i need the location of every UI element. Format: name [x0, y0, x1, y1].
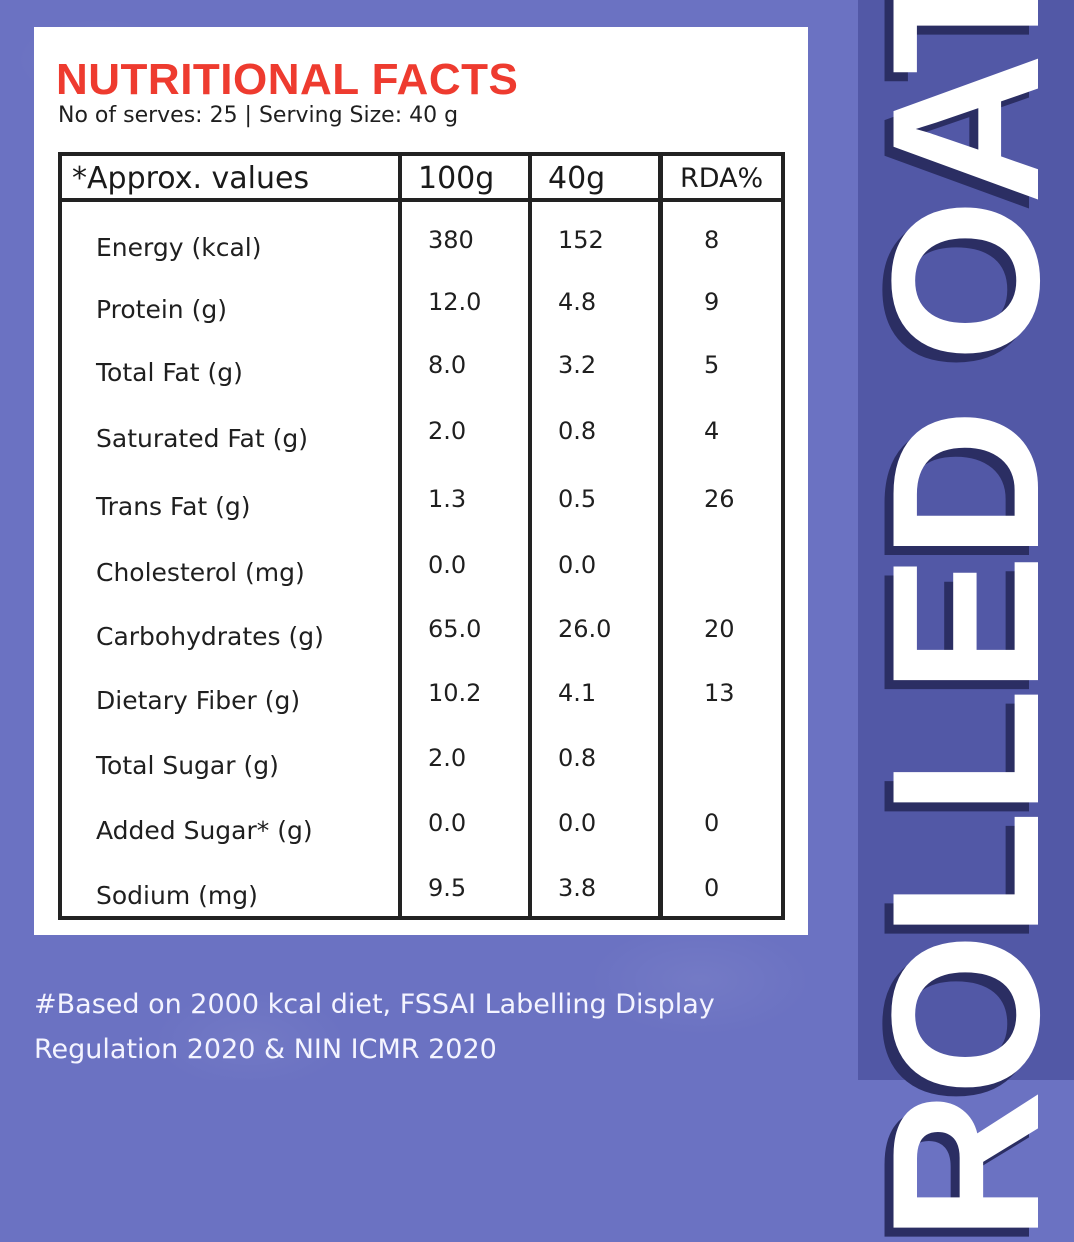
- table-row: Protein (g) 12.0 4.8 9: [62, 286, 781, 336]
- value-40g: 4.8: [558, 288, 597, 316]
- value-40g: 0.5: [558, 485, 597, 513]
- nutrition-title: NUTRITIONAL FACTS: [56, 55, 519, 104]
- value-100g: 0.0: [428, 809, 467, 837]
- header-40g: 40g: [548, 161, 606, 196]
- nutrition-card: NUTRITIONAL FACTS No of serves: 25 | Ser…: [34, 27, 808, 935]
- value-100g: 10.2: [428, 679, 482, 707]
- nutrient-label: Saturated Fat (g): [96, 424, 308, 453]
- table-row: Total Sugar (g) 2.0 0.8: [62, 742, 781, 792]
- value-100g: 1.3: [428, 485, 467, 513]
- side-banner-panel: [858, 0, 1074, 1080]
- table-row: Total Fat (g) 8.0 3.2 5: [62, 349, 781, 399]
- column-divider: [528, 156, 532, 916]
- nutrient-label: Energy (kcal): [96, 233, 262, 262]
- table-row: Dietary Fiber (g) 10.2 4.1 13: [62, 677, 781, 727]
- value-rda: 8: [704, 226, 720, 254]
- footer-note: #Based on 2000 kcal diet, FSSAI Labellin…: [34, 982, 834, 1072]
- value-100g: 0.0: [428, 551, 467, 579]
- header-approx-values: *Approx. values: [72, 161, 310, 196]
- table-row: Cholesterol (mg) 0.0 0.0: [62, 549, 781, 599]
- value-100g: 8.0: [428, 351, 467, 379]
- nutrient-label: Cholesterol (mg): [96, 558, 305, 587]
- nutrient-label: Dietary Fiber (g): [96, 686, 301, 715]
- value-40g: 26.0: [558, 615, 612, 643]
- column-divider: [398, 156, 402, 916]
- footer-line-1: #Based on 2000 kcal diet, FSSAI Labellin…: [34, 989, 715, 1020]
- value-40g: 152: [558, 226, 604, 254]
- footer-line-2: Regulation 2020 & NIN ICMR 2020: [34, 1034, 497, 1065]
- nutrient-label: Total Sugar (g): [96, 751, 279, 780]
- value-rda: 5: [704, 351, 720, 379]
- table-row: Added Sugar* (g) 0.0 0.0 0: [62, 807, 781, 857]
- value-40g: 4.1: [558, 679, 597, 707]
- value-rda: 20: [704, 615, 735, 643]
- serving-info: No of serves: 25 | Serving Size: 40 g: [58, 103, 459, 128]
- value-rda: 13: [704, 679, 735, 707]
- nutrient-label: Trans Fat (g): [96, 492, 251, 521]
- value-100g: 65.0: [428, 615, 482, 643]
- nutrient-label: Carbohydrates (g): [96, 622, 324, 651]
- column-divider: [658, 156, 663, 916]
- value-rda: 0: [704, 874, 720, 902]
- value-100g: 2.0: [428, 417, 467, 445]
- value-100g: 380: [428, 226, 474, 254]
- nutrient-label: Total Fat (g): [96, 358, 243, 387]
- table-row: Trans Fat (g) 1.3 0.5 26: [62, 483, 781, 533]
- value-100g: 9.5: [428, 874, 467, 902]
- header-rda: RDA%: [680, 163, 764, 194]
- side-banner-text: ROLLED OATS: [848, 0, 1074, 1242]
- table-row: Energy (kcal) 380 152 8: [62, 224, 781, 274]
- value-40g: 0.8: [558, 744, 597, 772]
- header-100g: 100g: [418, 161, 495, 196]
- nutrient-label: Protein (g): [96, 295, 227, 324]
- value-40g: 0.0: [558, 809, 597, 837]
- value-40g: 0.8: [558, 417, 597, 445]
- nutrient-label: Added Sugar* (g): [96, 816, 313, 845]
- nutrient-label: Sodium (mg): [96, 881, 258, 910]
- value-rda: 9: [704, 288, 720, 316]
- table-row: Saturated Fat (g) 2.0 0.8 4: [62, 415, 781, 465]
- table-row: Carbohydrates (g) 65.0 26.0 20: [62, 613, 781, 663]
- header-divider: [62, 198, 781, 202]
- value-40g: 0.0: [558, 551, 597, 579]
- value-rda: 4: [704, 417, 720, 445]
- value-40g: 3.2: [558, 351, 597, 379]
- nutrition-table: *Approx. values 100g 40g RDA% Energy (kc…: [58, 152, 785, 920]
- value-100g: 12.0: [428, 288, 482, 316]
- value-rda: 26: [704, 485, 735, 513]
- value-100g: 2.0: [428, 744, 467, 772]
- value-40g: 3.8: [558, 874, 597, 902]
- table-row: Sodium (mg) 9.5 3.8 0: [62, 872, 781, 922]
- value-rda: 0: [704, 809, 720, 837]
